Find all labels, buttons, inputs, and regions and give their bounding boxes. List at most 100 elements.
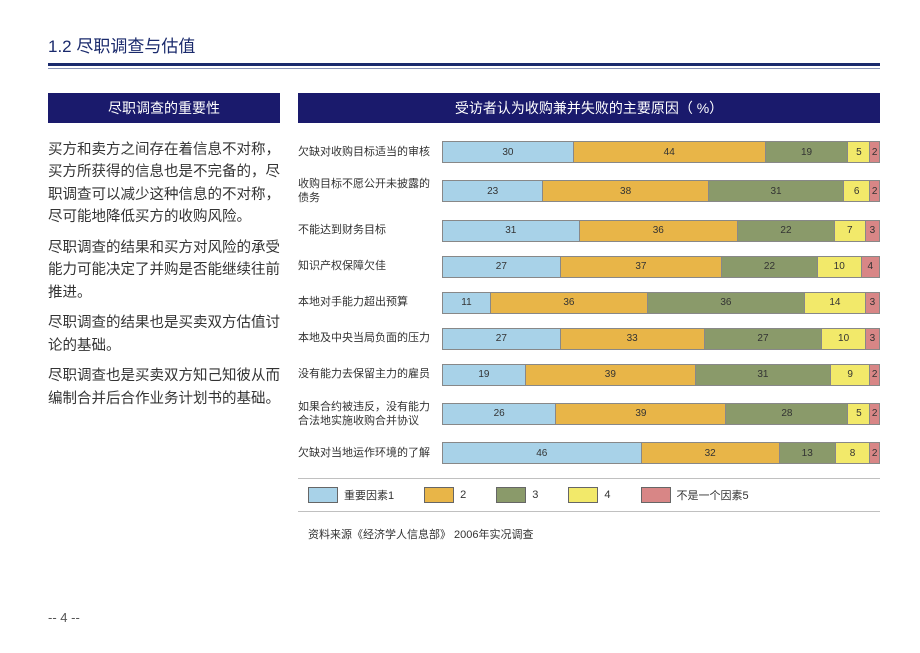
bar-segment: 46 [443,443,642,463]
bar-container: 19393192 [442,364,880,386]
legend-label: 4 [604,489,610,501]
bar-segment: 7 [835,221,866,241]
page-number: -- 4 -- [48,610,80,625]
bar-segment: 36 [491,293,648,313]
bar-segment: 9 [831,365,870,385]
row-label: 不能达到财务目标 [298,223,442,237]
legend-swatch [496,487,526,503]
bar-segment: 33 [561,329,705,349]
row-label: 收购目标不愿公开未披露的债务 [298,177,442,206]
bar-segment: 38 [543,181,709,201]
bar-segment: 3 [866,293,879,313]
bar-segment: 27 [443,257,561,277]
chart-row: 知识产权保障欠佳273722104 [298,256,880,278]
bar-segment: 8 [836,443,871,463]
body-paragraph: 尽职调查也是买卖双方知己知彼从而编制合并后合作业务计划书的基础。 [48,365,280,410]
bar-container: 273327103 [442,328,880,350]
bar-segment: 13 [780,443,836,463]
chart-source: 资料来源《经济学人信息部》 2006年实况调查 [298,526,880,542]
legend-label: 不是一个因素5 [677,487,749,503]
bar-segment: 10 [822,329,866,349]
bar-container: 46321382 [442,442,880,464]
row-label: 没有能力去保留主力的雇员 [298,367,442,381]
legend-swatch [641,487,671,503]
chart-row: 不能达到财务目标31362273 [298,220,880,242]
bar-container: 23383162 [442,180,880,202]
body-paragraph: 尽职调查的结果也是买卖双方估值讨论的基础。 [48,312,280,357]
bar-segment: 11 [443,293,491,313]
bar-segment: 22 [738,221,835,241]
bar-segment: 19 [766,142,849,162]
bar-segment: 26 [443,404,556,424]
legend-label: 2 [460,489,466,501]
bar-segment: 6 [844,181,870,201]
chart-row: 本地及中央当局负面的压力273327103 [298,328,880,350]
chart-area: 欠缺对收购目标适当的审核30441952收购目标不愿公开未披露的债务233831… [298,139,880,542]
title-rule-thin [48,68,880,69]
bar-container: 26392852 [442,403,880,425]
bar-container: 31362273 [442,220,880,242]
bar-segment: 2 [870,142,879,162]
bar-segment: 10 [818,257,862,277]
left-header: 尽职调查的重要性 [48,93,280,123]
legend-label: 重要因素1 [344,487,394,503]
bar-segment: 5 [848,404,870,424]
bar-segment: 36 [580,221,739,241]
bar-segment: 14 [805,293,866,313]
bar-segment: 28 [726,404,848,424]
bar-segment: 5 [848,142,870,162]
row-label: 欠缺对收购目标适当的审核 [298,145,442,159]
bar-segment: 23 [443,181,543,201]
legend-item: 不是一个因素5 [641,487,749,503]
chart-header: 受访者认为收购兼并失败的主要原因（ %） [298,93,880,123]
row-label: 如果合约被违反，没有能力合法地实施收购合并协议 [298,400,442,429]
bar-container: 113636143 [442,292,880,314]
body-paragraph: 尽职调查的结果和买方对风险的承受能力可能决定了并购是否能继续往前推进。 [48,237,280,304]
row-label: 知识产权保障欠佳 [298,259,442,273]
bar-segment: 30 [443,142,574,162]
chart-row: 欠缺对当地运作环境的了解46321382 [298,442,880,464]
chart-row: 欠缺对收购目标适当的审核30441952 [298,141,880,163]
legend-label: 3 [532,489,538,501]
content-row: 尽职调查的重要性 买方和卖方之间存在着信息不对称，买方所获得的信息也是不完备的，… [48,93,880,542]
bar-segment: 19 [443,365,526,385]
bar-segment: 27 [705,329,823,349]
legend-swatch [424,487,454,503]
bar-container: 273722104 [442,256,880,278]
bar-segment: 31 [696,365,831,385]
row-label: 本地及中央当局负面的压力 [298,331,442,345]
section-title: 1.2 尽职调查与估值 [48,32,880,57]
chart-row: 本地对手能力超出预算113636143 [298,292,880,314]
bar-segment: 22 [722,257,818,277]
left-column: 尽职调查的重要性 买方和卖方之间存在着信息不对称，买方所获得的信息也是不完备的，… [48,93,280,542]
bar-segment: 39 [526,365,696,385]
bar-segment: 2 [870,404,879,424]
bar-container: 30441952 [442,141,880,163]
bar-segment: 27 [443,329,561,349]
chart-row: 收购目标不愿公开未披露的债务23383162 [298,177,880,206]
bar-segment: 2 [870,443,879,463]
legend-item: 4 [568,487,610,503]
chart-row: 如果合约被违反，没有能力合法地实施收购合并协议26392852 [298,400,880,429]
bar-segment: 36 [648,293,805,313]
bar-segment: 4 [862,257,879,277]
row-label: 本地对手能力超出预算 [298,295,442,309]
bar-segment: 44 [574,142,766,162]
bar-segment: 37 [561,257,722,277]
bar-segment: 3 [866,221,879,241]
body-paragraph: 买方和卖方之间存在着信息不对称，买方所获得的信息也是不完备的，尽职调查可以减少这… [48,139,280,229]
legend-item: 2 [424,487,466,503]
legend-swatch [568,487,598,503]
bar-segment: 39 [556,404,726,424]
legend-item: 重要因素1 [308,487,394,503]
chart-row: 没有能力去保留主力的雇员19393192 [298,364,880,386]
legend-swatch [308,487,338,503]
chart-legend: 重要因素1 2 3 4 不是一个因素5 [298,478,880,512]
bar-segment: 31 [709,181,844,201]
row-label: 欠缺对当地运作环境的了解 [298,446,442,460]
right-column: 受访者认为收购兼并失败的主要原因（ %） 欠缺对收购目标适当的审核3044195… [298,93,880,542]
bar-segment: 32 [642,443,780,463]
bar-segment: 31 [443,221,580,241]
bar-segment: 2 [870,181,879,201]
legend-item: 3 [496,487,538,503]
